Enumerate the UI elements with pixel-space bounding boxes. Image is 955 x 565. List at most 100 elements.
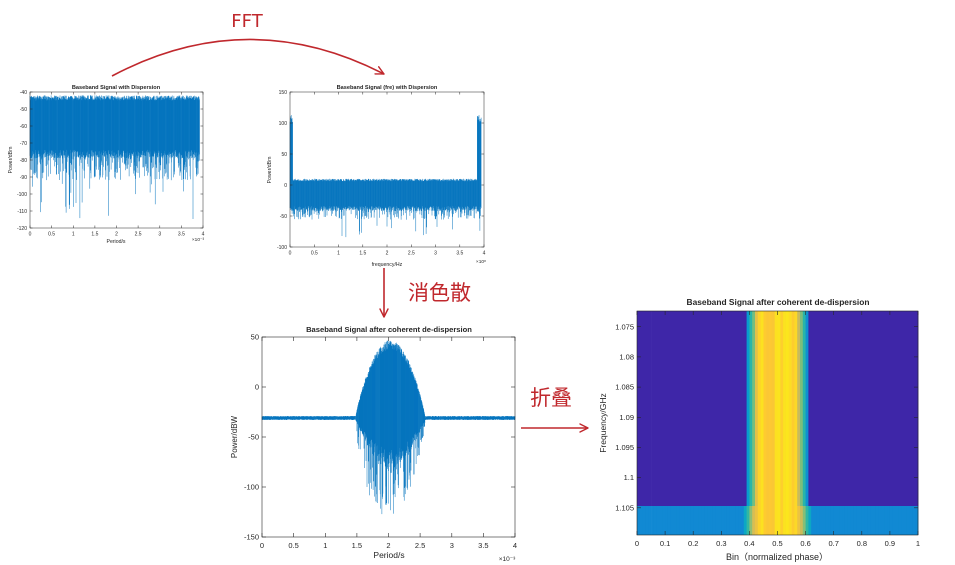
- heatmap-cell: [755, 311, 759, 506]
- heatmap-cell: [875, 506, 880, 535]
- heatmap-cell: [808, 506, 812, 535]
- heatmap-cell: [712, 506, 717, 535]
- heatmap-cell: [830, 311, 835, 506]
- plot-area: [29, 95, 200, 219]
- heatmap-cell: [724, 311, 728, 506]
- heatmap-cell: [774, 506, 778, 535]
- heatmap-cell: [814, 311, 818, 506]
- heatmap-cell: [659, 506, 663, 535]
- x-tick-label: 4: [483, 251, 486, 257]
- heatmap-cell: [645, 506, 649, 535]
- heatmap-cell: [684, 311, 688, 506]
- heatmap-cell: [704, 506, 708, 535]
- heatmap-cell: [878, 311, 882, 506]
- signal-trace: [29, 95, 200, 219]
- heatmap-cell: [637, 311, 641, 506]
- y-axis-label: Power/dBm: [267, 157, 273, 184]
- heatmap-cell: [850, 506, 854, 535]
- x-tick-label: 0: [260, 541, 264, 550]
- heatmap-cell: [639, 311, 643, 506]
- heatmap-cell: [802, 311, 806, 506]
- heatmap-cell: [889, 311, 894, 506]
- heatmap-cell: [763, 506, 767, 535]
- heatmap-cell: [777, 311, 781, 506]
- heatmap-cell: [741, 506, 745, 535]
- heatmap-cell: [887, 311, 891, 506]
- heatmap-cell: [665, 311, 669, 506]
- heatmap-cell: [794, 311, 798, 506]
- heatmap-cell: [847, 506, 851, 535]
- heatmap-cell: [698, 311, 702, 506]
- heatmap-cell: [670, 506, 674, 535]
- heatmap-cell: [757, 311, 761, 506]
- plot-title: Baseband Signal after coherent de-disper…: [306, 325, 472, 334]
- heatmap-cell: [642, 311, 646, 506]
- heatmap-cell: [752, 311, 756, 506]
- heatmap-cell: [864, 311, 868, 506]
- heatmap-cell: [673, 506, 677, 535]
- heatmap-cell: [898, 311, 902, 506]
- heatmap-cell: [659, 311, 663, 506]
- dedispersion-label: 消色散: [408, 281, 471, 305]
- heatmap-cell: [707, 311, 711, 506]
- fft-arrow: [111, 38, 385, 77]
- x-tick-label: 0.9: [885, 539, 895, 548]
- x-tick-label: 0.5: [311, 251, 318, 257]
- heatmap-cell: [912, 311, 916, 506]
- x-tick-label: 1.5: [91, 232, 98, 238]
- heatmap-cell: [797, 506, 801, 535]
- x-tick-label: 0: [29, 232, 32, 238]
- x-axis-multiplier: ×10⁸: [476, 259, 486, 265]
- heatmap-cell: [819, 506, 823, 535]
- heatmap-cell: [704, 311, 708, 506]
- heatmap-cell: [859, 311, 863, 506]
- heatmap-cell: [842, 506, 846, 535]
- heatmap-cell: [743, 506, 747, 535]
- x-tick-label: 4: [202, 232, 205, 238]
- heatmap-cell: [867, 311, 871, 506]
- heatmap-cell: [847, 311, 851, 506]
- x-tick-label: 3.5: [478, 541, 488, 550]
- heatmap-cell: [645, 311, 649, 506]
- y-tick-label: -100: [17, 192, 27, 198]
- heatmap-cell: [715, 506, 719, 535]
- heatmap-area: [637, 311, 919, 535]
- heatmap-cell: [653, 311, 658, 506]
- heatmap-cell: [690, 311, 694, 506]
- heatmap-cell: [808, 311, 812, 506]
- heatmap-cell: [771, 506, 776, 535]
- heatmap-cell: [707, 506, 711, 535]
- y-tick-label: -100: [277, 245, 287, 251]
- heatmap-cell: [682, 311, 686, 506]
- heatmap-cell: [853, 506, 857, 535]
- x-tick-label: 0.5: [288, 541, 298, 550]
- heatmap-cell: [884, 506, 888, 535]
- heatmap-cell: [833, 311, 837, 506]
- heatmap-cell: [791, 506, 795, 535]
- signal-trace: [289, 115, 482, 238]
- heatmap-cell: [904, 311, 908, 506]
- x-tick-label: 3: [450, 541, 454, 550]
- heatmap-cell: [785, 506, 790, 535]
- heatmap-cell: [901, 311, 905, 506]
- heatmap-cell: [738, 506, 742, 535]
- heatmap-cell: [693, 311, 697, 506]
- heatmap-cell: [898, 506, 902, 535]
- y-tick-label: -50: [280, 214, 287, 220]
- x-tick-label: 0.1: [660, 539, 670, 548]
- heatmap-cell: [833, 506, 837, 535]
- heatmap-cell: [676, 311, 680, 506]
- heatmap-cell: [811, 506, 815, 535]
- heatmap-cell: [662, 311, 666, 506]
- x-tick-label: 0.6: [800, 539, 810, 548]
- heatmap-cell: [774, 311, 778, 506]
- heatmap-cell: [687, 311, 691, 506]
- heatmap-cell: [788, 506, 792, 535]
- heatmap-cell: [800, 506, 804, 535]
- heatmap-cell: [746, 506, 750, 535]
- heatmap-cell: [825, 506, 829, 535]
- heatmap-cell: [836, 311, 840, 506]
- plot-title: Baseband Signal with Dispersion: [72, 85, 161, 91]
- x-tick-label: 2.5: [415, 541, 425, 550]
- heatmap-cell: [653, 506, 658, 535]
